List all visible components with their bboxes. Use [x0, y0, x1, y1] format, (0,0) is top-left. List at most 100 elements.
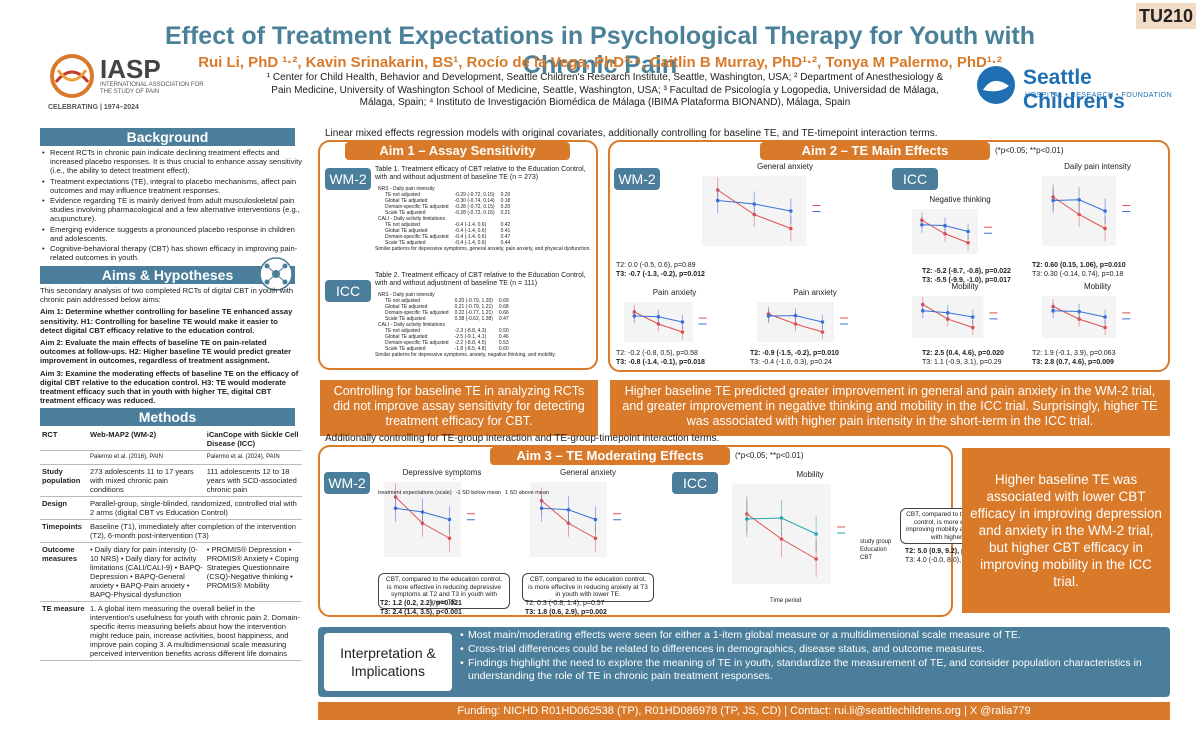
table-cell: NRS - Daily pain intensity [378, 292, 435, 298]
table2-caption: Table 2. Treatment efficacy of CBT relat… [375, 272, 586, 287]
methods-row: Outcome measures • Daily diary for pain i… [40, 542, 302, 602]
table-cell: -0.28 (-0.72, 0.16) [454, 210, 495, 216]
table-row: CALI - Daily activity limitations [375, 216, 513, 222]
table1: NRS - Daily pain intensity TE not adjuste… [375, 186, 595, 252]
background-list: Recent RCTs in chronic pain indicate dec… [40, 148, 302, 263]
chart-title: General anxiety [559, 468, 617, 477]
methods-cell: 111 adolescents 12 to 18 years with SCD-… [204, 464, 302, 497]
stat-t3: T3: 1.1 (-0.9, 3.1), p=0.29 [922, 358, 1002, 366]
stat-t3: T3: -0.4 (-1.0, 0.3), p=0.24 [750, 358, 832, 366]
stat-block: T2: 5.0 (0.9, 9.2), p=0.018 T3: 4.0 (-0.0… [905, 548, 1015, 565]
trend-chart: Negative thinking [900, 195, 1020, 270]
table-cell: Domain-specific TE adjusted [385, 340, 449, 346]
trend-chart: Mobility [720, 470, 900, 600]
legend-label: 1 SD above mean [504, 490, 549, 496]
aim1-title: Aim 1 – Assay Sensitivity [345, 142, 570, 160]
background-item: Treatment expectations (TE), integral to… [40, 177, 302, 195]
sch-name: Seattle Children's [1023, 66, 1125, 113]
background-item: Emerging evidence suggests a pronounced … [40, 225, 302, 243]
methods-cell: iCanCope with Sickle Cell Disease (ICC) [204, 428, 302, 451]
table-cell: Global TE adjusted [385, 304, 428, 310]
trend-chart: Pain anxiety [612, 288, 737, 358]
poster-id-tag: TU210 [1136, 3, 1196, 29]
stat-t3: T3: -5.5 (-9.9, -1.0), p=0.017 [922, 276, 1011, 284]
series-line [395, 507, 450, 520]
interpretation-item: Most main/moderating effects were seen f… [458, 629, 1168, 642]
chart-plot [912, 296, 998, 338]
table-cell: Scale TE adjusted [385, 316, 426, 322]
methods-cell: Parallel-group, single-blinded, randomiz… [88, 496, 302, 520]
data-point [970, 315, 975, 319]
table-cell: Scale TE adjusted [385, 210, 426, 216]
table-cell: 0.69 [498, 298, 509, 304]
aims-content: This secondary analysis of two completed… [40, 286, 302, 405]
table-cell: -0.4 (-1.4, 0.6) [454, 228, 487, 234]
stat-t2: T2: 2.5 (0.4, 4.6), p=0.020 [922, 350, 1004, 357]
table-cell: Domain-specific TE adjusted [385, 310, 449, 316]
aim3-text: Aim 3: Examine the moderating effects of… [40, 368, 299, 406]
methods-cell: TE measure [40, 601, 88, 661]
stat-block: T2: 0.0 (-0.5, 0.6), p=0.89 T3: -0.7 (-1.… [616, 262, 796, 279]
data-point [814, 532, 818, 536]
table-row: Scale TE adjusted -1.8 (-8.5, 4.8) 0.60 [375, 346, 512, 352]
table1-footnote: Similar patterns for depressive symptoms… [375, 246, 591, 252]
data-point [789, 209, 793, 213]
chart-plot [1042, 296, 1131, 338]
aim3-significance: (*p<0.05; **p<0.01) [735, 451, 804, 460]
data-point [766, 314, 771, 318]
table-cell: CALI - Daily activity limitations [378, 216, 445, 222]
lme-note: Linear mixed effects regression models w… [325, 128, 938, 139]
stat-t2: T2: 1.9 (-0.1, 3.9), p=0.063 [1032, 350, 1116, 357]
aim2-conclusion: Higher baseline TE predicted greater imp… [610, 380, 1170, 436]
table-cell: TE not adjusted [385, 328, 421, 334]
stat-t3: T3: -0.8 (-1.4, -0.1), p=0.018 [616, 358, 705, 366]
methods-cell: Design [40, 496, 88, 520]
table-cell: TE not adjusted [385, 298, 421, 304]
table-cell: 0.20 (-0.79, 1.20) [454, 298, 493, 304]
data-point [745, 517, 749, 521]
data-point [1103, 325, 1107, 330]
stat-block: T2: -5.2 (-8.7, -0.8), p=0.022 T3: -5.5 (… [922, 268, 1042, 285]
methods-cell: Palermo et al. (2016), PAIN [88, 450, 205, 465]
x-axis-label: Time period [770, 598, 802, 604]
seattle-childrens-logo: Seattle Children's HOSPITAL • RESEARCH •… [975, 62, 1195, 113]
chart-title: Daily pain intensity [1064, 162, 1131, 171]
methods-row: Design Parallel-group, single-blinded, ra… [40, 496, 302, 520]
chart-plot [624, 302, 707, 342]
series-line [746, 513, 817, 560]
trend-chart: Daily pain intensity [1030, 162, 1165, 262]
data-point [593, 517, 598, 522]
data-point [920, 222, 924, 227]
iasp-sub: INTERNATIONAL ASSOCIATION FOR THE STUDY … [100, 82, 204, 95]
iasp-logo: IASP INTERNATIONAL ASSOCIATION FOR THE S… [40, 48, 240, 118]
table-cell: 0.20 [500, 192, 511, 198]
aim2-icc-badge: ICC [892, 168, 938, 190]
stat-t2: T2: -0.2 (-0.8, 0.5), p=0.58 [616, 350, 698, 357]
table-cell: NRS - Daily pain intensity [378, 186, 435, 192]
legend-label: Education [860, 547, 887, 553]
table2: NRS - Daily pain intensity TE not adjuste… [375, 292, 595, 358]
methods-cell: 273 adolescents 11 to 17 years with mixe… [88, 464, 205, 497]
table-cell: 0.53 [498, 340, 509, 346]
data-point [966, 240, 970, 245]
table-cell: Global TE adjusted [385, 198, 428, 204]
methods-row: Timepoints Baseline (T1), immediately aft… [40, 519, 302, 543]
table2-footnote: Similar patterns for depressive symptoms… [375, 352, 556, 358]
background-item: Recent RCTs in chronic pain indicate dec… [40, 148, 302, 176]
methods-cell: Outcome measures [40, 542, 88, 602]
aim2-wm2-badge: WM-2 [614, 168, 660, 190]
aim1-box [318, 140, 598, 370]
table-cell: -0.28 (-0.72, 0.15) [454, 204, 495, 210]
table-row: Global TE adjusted -0.30 (-0.74, 0.14) 0.1… [375, 198, 513, 204]
methods-cell: • Daily diary for pain intensity (0-10 N… [88, 542, 205, 602]
series-line [1053, 199, 1106, 212]
aim3-wm2-badge: WM-2 [324, 472, 370, 494]
methods-row: TE measure 1. A global item measuring the… [40, 601, 302, 661]
methods-cell: Palermo et al. (2024), PAIN [204, 450, 302, 465]
series-line [922, 310, 973, 318]
data-point [966, 229, 970, 234]
chart-title: Depressive symptoms [402, 468, 482, 477]
table-cell: 0.20 [500, 204, 511, 210]
background-item: Cognitive-behavioral therapy (CBT) has s… [40, 244, 302, 262]
table-row: TE not adjusted -0.4 (-1.4, 0.6) 0.42 [375, 222, 513, 228]
